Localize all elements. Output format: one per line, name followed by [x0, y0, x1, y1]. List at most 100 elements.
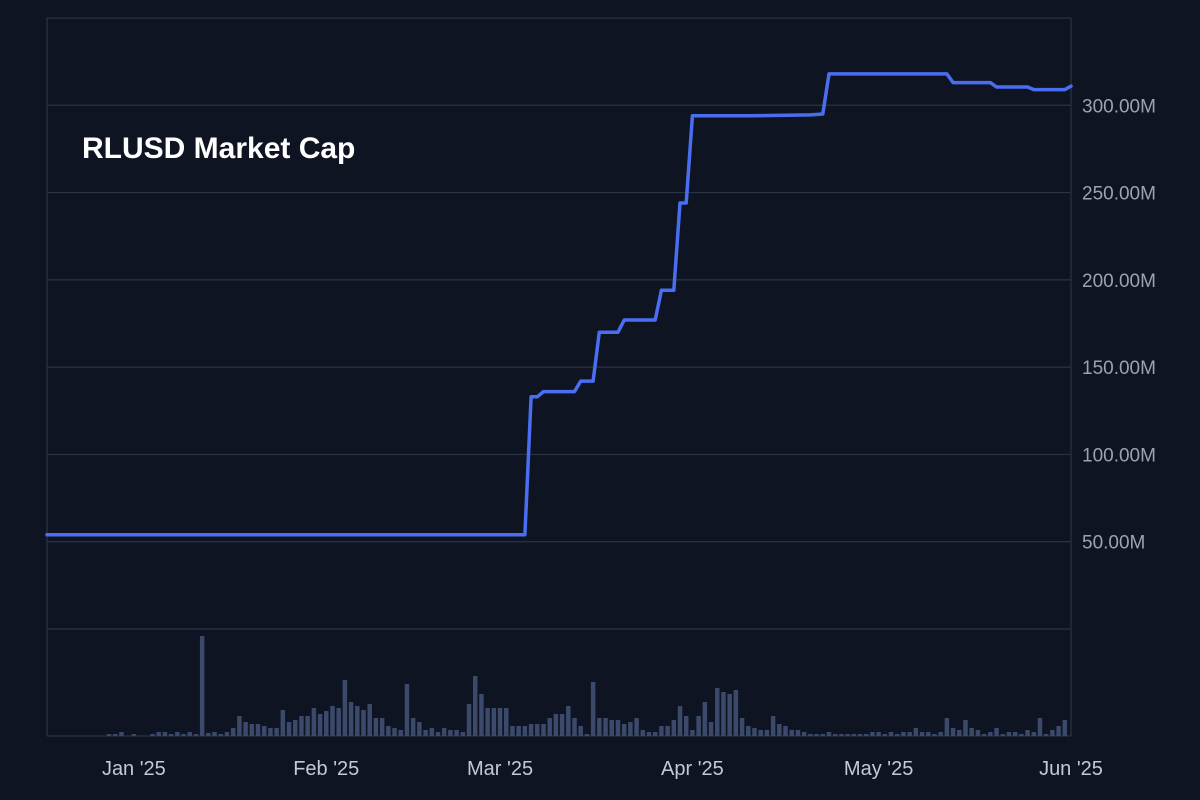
volume-bar	[584, 734, 590, 736]
volume-bar	[708, 722, 714, 736]
volume-bar	[652, 732, 658, 736]
volume-bar	[441, 728, 447, 736]
volume-bar	[634, 718, 639, 736]
volume-bar	[832, 734, 838, 736]
volume-bar	[218, 734, 224, 736]
volume-bar	[683, 716, 689, 736]
x-tick-label: Mar '25	[467, 758, 533, 780]
volume-bar	[919, 732, 925, 736]
volume-bar	[764, 730, 770, 736]
volume-bar	[268, 728, 273, 736]
volume-bar	[1012, 732, 1018, 736]
volume-bar	[975, 730, 981, 736]
x-axis-ticks: Jan '25 Feb '25 Mar '25 Apr '25 May '25 Jun '…	[102, 758, 1103, 780]
volume-bar	[1056, 726, 1061, 736]
y-tick-label: 300.00M	[1082, 96, 1156, 117]
volume-bar	[566, 706, 571, 736]
volume-bar	[603, 718, 608, 736]
volume-bar	[156, 732, 161, 736]
market-cap-line	[45, 72, 1073, 537]
volume-bar	[752, 728, 757, 736]
volume-bar	[727, 694, 732, 736]
volume-bar	[460, 732, 466, 736]
volume-bar	[876, 732, 881, 736]
volume-bar	[261, 726, 267, 736]
volume-bar	[435, 732, 441, 736]
y-axis-ticks: 50.00M 100.00M 150.00M 200.00M 250.00M 300.00…	[1082, 96, 1156, 553]
volume-bar	[721, 692, 726, 736]
y-tick-label: 50.00M	[1082, 533, 1145, 554]
volume-bar	[783, 726, 788, 736]
volume-bar	[324, 711, 329, 736]
volume-bar	[907, 732, 912, 736]
volume-bar	[882, 734, 888, 736]
volume-bar	[572, 718, 577, 736]
x-tick-label: Apr '25	[661, 758, 724, 780]
volume-bar	[870, 732, 875, 736]
volume-bar	[150, 734, 155, 736]
volume-bar	[1000, 734, 1005, 736]
volume-bar	[293, 720, 298, 736]
volume-bar	[355, 706, 360, 736]
x-tick-label: Jan '25	[102, 758, 166, 780]
chart-title: RLUSD Market Cap	[82, 132, 355, 165]
volume-bar	[162, 732, 168, 736]
volume-bar	[770, 716, 776, 736]
volume-bar	[640, 730, 646, 736]
volume-bar	[1062, 720, 1068, 736]
volume-bar	[311, 708, 317, 736]
volume-bar	[969, 728, 974, 736]
volume-bar	[367, 704, 372, 736]
volume-bar	[348, 702, 354, 736]
volume-bar	[814, 734, 819, 736]
volume-bar	[926, 732, 931, 736]
volume-bar	[690, 730, 695, 736]
volume-bar	[342, 680, 348, 736]
volume-bars	[106, 636, 1068, 736]
volume-bar	[863, 734, 869, 736]
volume-bar	[485, 708, 490, 736]
volume-bar	[677, 706, 683, 736]
volume-bar	[237, 716, 242, 736]
volume-bar	[826, 732, 832, 736]
volume-bar	[317, 714, 323, 736]
volume-bar	[243, 722, 248, 736]
volume-bar	[230, 728, 236, 736]
volume-bar	[299, 716, 304, 736]
volume-bar	[553, 714, 559, 736]
volume-bar	[330, 706, 335, 736]
volume-bar	[305, 716, 310, 736]
y-tick-label: 200.00M	[1082, 271, 1156, 292]
volume-bar	[559, 714, 565, 736]
volume-bar	[206, 733, 211, 736]
market-cap-series	[45, 72, 1073, 537]
volume-bar	[404, 684, 410, 736]
volume-bar	[795, 730, 801, 736]
volume-bar	[578, 726, 583, 736]
volume-bar	[504, 708, 509, 736]
volume-bar	[1006, 732, 1012, 736]
volume-bar	[106, 734, 112, 736]
volume-bar	[888, 732, 894, 736]
volume-bar	[994, 728, 999, 736]
volume-bar	[702, 702, 708, 736]
volume-bar	[497, 708, 503, 736]
volume-bar	[963, 720, 968, 736]
volume-bar	[199, 636, 205, 736]
volume-bar	[454, 730, 459, 736]
volume-bar	[981, 734, 987, 736]
volume-bar	[1019, 734, 1024, 736]
volume-bar	[212, 732, 217, 736]
volume-bar	[472, 676, 478, 736]
volume-bar	[808, 734, 813, 736]
x-tick-label: May '25	[844, 758, 913, 780]
volume-bar	[894, 734, 900, 736]
volume-bar	[286, 722, 292, 736]
volume-bar	[615, 720, 621, 736]
volume-bar	[429, 728, 435, 736]
volume-bar	[671, 720, 677, 736]
volume-bar	[597, 718, 602, 736]
volume-bar	[491, 708, 497, 736]
x-tick-label: Jun '25	[1039, 758, 1103, 780]
